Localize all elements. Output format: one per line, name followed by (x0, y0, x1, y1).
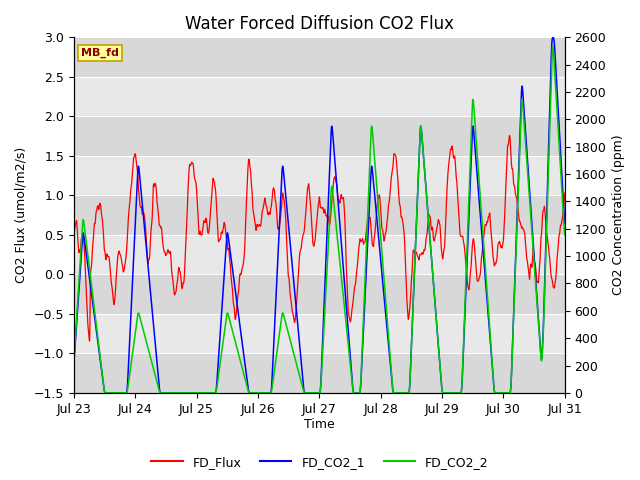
Bar (74, 195, 565, 235)
Bar (74, 116, 565, 156)
X-axis label: Time: Time (304, 419, 335, 432)
Bar (74, 353, 565, 393)
Title: Water Forced Diffusion CO2 Flux: Water Forced Diffusion CO2 Flux (185, 15, 454, 33)
Bar (74, 275, 565, 314)
Bar (74, 37, 565, 77)
Y-axis label: CO2 Concentration (ppm): CO2 Concentration (ppm) (612, 135, 625, 295)
Bar (74, 314, 565, 353)
Bar (74, 156, 565, 195)
Y-axis label: CO2 Flux (umol/m2/s): CO2 Flux (umol/m2/s) (15, 147, 28, 283)
Bar (74, 77, 565, 116)
Legend: FD_Flux, FD_CO2_1, FD_CO2_2: FD_Flux, FD_CO2_1, FD_CO2_2 (147, 451, 493, 474)
Text: MB_fd: MB_fd (81, 48, 119, 58)
Bar (74, 235, 565, 275)
